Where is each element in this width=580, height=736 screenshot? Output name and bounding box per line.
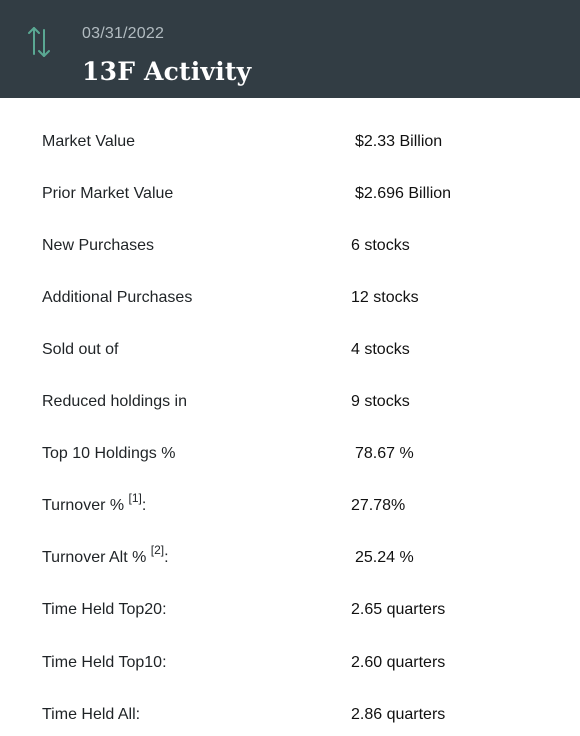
footnote-link[interactable]: [2] bbox=[150, 542, 165, 557]
row-turnover-alt: Turnover Alt % [2]: 25.24 % bbox=[0, 544, 580, 578]
row-reduced-holdings: Reduced holdings in 9 stocks bbox=[0, 392, 580, 422]
row-label: Turnover % [1]: bbox=[42, 492, 147, 516]
row-value: 2.60 quarters bbox=[351, 654, 446, 671]
row-label: Top 10 Holdings % bbox=[42, 445, 176, 462]
row-label: Additional Purchases bbox=[42, 289, 193, 306]
header-bar: 03/31/2022 13F Activity bbox=[0, 0, 580, 98]
row-value: 25.24 % bbox=[355, 549, 414, 566]
row-label-text: Turnover Alt % bbox=[42, 549, 151, 566]
row-value: 78.67 % bbox=[355, 445, 414, 462]
row-value: 2.65 quarters bbox=[351, 601, 446, 618]
row-value: $2.33 Billion bbox=[355, 133, 443, 150]
row-value: 2.86 quarters bbox=[351, 706, 446, 723]
row-top10-holdings: Top 10 Holdings % 78.67 % bbox=[0, 444, 580, 474]
row-sold-out-of: Sold out of 4 stocks bbox=[0, 340, 580, 370]
row-value: 4 stocks bbox=[351, 341, 410, 358]
swap-vertical-icon bbox=[28, 27, 50, 57]
label-suffix: : bbox=[141, 497, 147, 514]
row-turnover: Turnover % [1]: 27.78% bbox=[0, 492, 580, 526]
row-label: Time Held All: bbox=[42, 706, 141, 723]
row-prior-market-value: Prior Market Value $2.696 Billion bbox=[0, 184, 580, 214]
label-suffix: : bbox=[164, 549, 169, 566]
row-label: Sold out of bbox=[42, 341, 119, 358]
row-value: $2.696 Billion bbox=[355, 185, 452, 202]
row-label: Time Held Top20: bbox=[42, 601, 167, 618]
row-label: Turnover Alt % [2]: bbox=[42, 544, 169, 568]
row-time-held-all: Time Held All: 2.86 quarters bbox=[0, 705, 580, 735]
row-label: Market Value bbox=[42, 133, 136, 150]
row-label: Time Held Top10: bbox=[42, 654, 167, 671]
report-date: 03/31/2022 bbox=[82, 25, 165, 42]
row-value: 27.78% bbox=[351, 497, 406, 514]
row-label: New Purchases bbox=[42, 237, 155, 254]
row-new-purchases: New Purchases 6 stocks bbox=[0, 236, 580, 266]
page-title: 13F Activity bbox=[82, 57, 252, 86]
row-time-held-top10: Time Held Top10: 2.60 quarters bbox=[0, 653, 580, 683]
row-additional-purchases: Additional Purchases 12 stocks bbox=[0, 288, 580, 318]
row-label: Prior Market Value bbox=[42, 185, 174, 202]
row-time-held-top20: Time Held Top20: 2.65 quarters bbox=[0, 600, 580, 630]
row-value: 9 stocks bbox=[351, 393, 410, 410]
row-label-text: Turnover % bbox=[42, 497, 129, 514]
footnote-link[interactable]: [1] bbox=[128, 490, 142, 505]
row-market-value: Market Value $2.33 Billion bbox=[0, 132, 580, 162]
row-value: 12 stocks bbox=[351, 289, 419, 306]
row-label: Reduced holdings in bbox=[42, 393, 187, 410]
row-value: 6 stocks bbox=[351, 237, 410, 254]
